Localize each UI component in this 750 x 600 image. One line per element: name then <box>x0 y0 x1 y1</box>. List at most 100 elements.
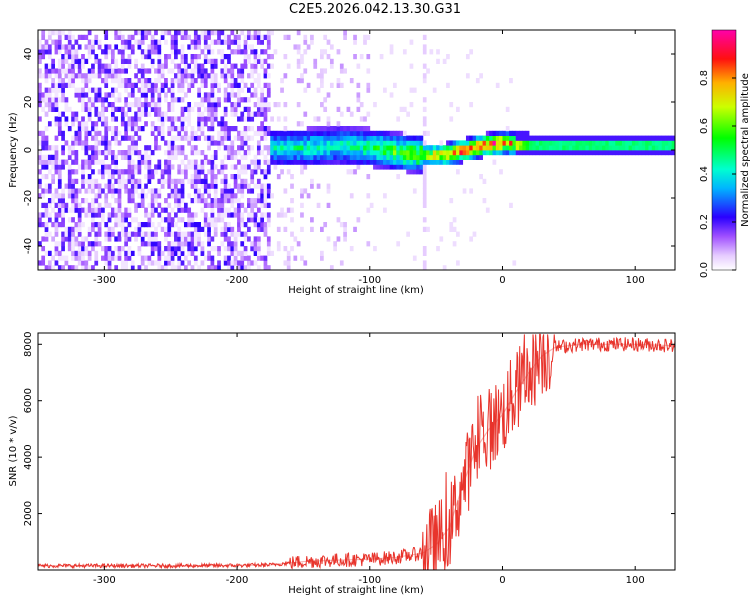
spectrogram-cell <box>81 116 85 122</box>
spectrogram-cell <box>94 92 99 98</box>
spectrogram-cell <box>290 140 294 146</box>
spectrogram-cell <box>240 130 245 136</box>
spectrogram-cell <box>147 169 152 175</box>
spectrogram-cell <box>286 260 291 266</box>
spectrogram-cell <box>81 87 85 93</box>
spectrogram-cell <box>542 145 547 151</box>
spectrogram-cell <box>190 106 195 112</box>
spectrogram-cell <box>164 265 168 270</box>
spectrogram-cell <box>555 150 560 156</box>
spectrogram-cell <box>67 49 72 55</box>
spectrogram-cell <box>140 39 145 45</box>
spectrogram-cell <box>217 212 221 218</box>
spectrogram-cell <box>329 145 334 151</box>
spectrogram-cell <box>270 145 274 151</box>
spectrogram-cell <box>223 231 228 237</box>
spectrogram-cell <box>296 58 301 64</box>
spectrogram-cell <box>84 34 89 40</box>
spectrogram-cell <box>336 121 341 127</box>
spectrogram-cell <box>54 212 59 218</box>
spectrogram-cell <box>256 78 261 84</box>
spectrogram-cell <box>233 183 238 189</box>
spectrogram-cell <box>187 236 192 242</box>
spectrogram-cell <box>160 73 165 79</box>
spectrogram-cell <box>183 255 188 261</box>
spectrogram-cell <box>359 135 364 141</box>
spectrogram-cell <box>200 121 205 127</box>
spectrogram-cell <box>193 145 198 151</box>
spectrogram-cell <box>61 78 65 84</box>
spectrogram-cell <box>469 150 474 156</box>
spectrogram-cell <box>101 102 105 108</box>
spectrogram-cell <box>240 87 245 93</box>
spectrogram-cell <box>71 111 75 117</box>
spectrogram-cell <box>110 92 115 98</box>
spectrogram-cell <box>230 246 235 252</box>
spectrogram-x-label: Height of straight line (km) <box>288 285 424 296</box>
spectrogram-cell <box>41 260 46 266</box>
spectrogram-cell <box>402 135 407 141</box>
spectrogram-cell <box>333 145 337 151</box>
spectrogram-cell <box>532 145 537 151</box>
spectrogram-cell <box>333 241 337 247</box>
spectrogram-cell <box>223 39 228 45</box>
spectrogram-cell <box>94 222 99 228</box>
spectrogram-cell <box>154 193 158 199</box>
spectrogram-cell <box>127 231 132 237</box>
spectrogram-cell <box>260 39 265 45</box>
y-tick-label: 8000 <box>23 332 34 357</box>
spectrogram-cell <box>150 231 155 237</box>
spectrogram-cell <box>203 106 208 112</box>
spectrogram-cell <box>628 140 633 146</box>
spectrogram-cell <box>210 102 215 108</box>
spectrogram-cell <box>329 58 334 64</box>
spectrogram-cell <box>147 102 152 108</box>
spectrogram-cell <box>71 58 75 64</box>
spectrogram-cell <box>247 126 251 132</box>
spectrogram-cell <box>213 222 218 228</box>
spectrogram-cell <box>170 255 175 261</box>
spectrogram-cell <box>263 222 268 228</box>
spectrogram-cell <box>651 150 656 156</box>
spectrogram-cell <box>124 250 128 256</box>
spectrogram-cell <box>495 150 500 156</box>
spectrogram-cell <box>81 159 85 165</box>
spectrogram-cell <box>190 198 195 204</box>
spectrogram-cell <box>465 150 470 156</box>
spectrogram-cell <box>124 169 128 175</box>
spectrogram-cell <box>183 154 188 160</box>
spectrogram-cell <box>170 102 175 108</box>
spectrogram-cell <box>256 97 261 103</box>
spectrogram-cell <box>439 150 444 156</box>
spectrogram-cell <box>207 193 211 199</box>
spectrogram-cell <box>353 169 357 175</box>
spectrogram-cell <box>353 159 357 165</box>
spectrogram-cell <box>217 121 221 127</box>
spectrogram-cell <box>87 44 92 50</box>
spectrogram-cell <box>230 73 235 79</box>
spectrogram-cell <box>253 198 258 204</box>
spectrogram-cell <box>177 164 182 170</box>
spectrogram-cell <box>243 44 248 50</box>
spectrogram-cell <box>38 222 42 228</box>
spectrogram-cell <box>363 140 367 146</box>
spectrogram-cell <box>665 150 669 156</box>
spectrogram-cell <box>81 198 85 204</box>
spectrogram-cell <box>77 217 82 223</box>
spectrogram-cell <box>91 68 95 74</box>
spectrogram-cell <box>110 116 115 122</box>
spectrogram-cell <box>389 92 394 98</box>
spectrogram-cell <box>442 58 447 64</box>
spectrogram-cell <box>250 92 255 98</box>
spectrogram-cell <box>124 226 128 232</box>
spectrogram-cell <box>61 255 65 261</box>
spectrogram-cell <box>84 82 89 88</box>
spectrogram-cell <box>127 159 132 165</box>
spectrogram-cell <box>449 159 454 165</box>
spectrogram-cell <box>91 159 95 165</box>
spectrogram-cell <box>160 126 165 132</box>
spectrogram-cell <box>419 164 424 170</box>
spectrogram-cell <box>140 111 145 117</box>
spectrogram-cell <box>54 260 59 266</box>
